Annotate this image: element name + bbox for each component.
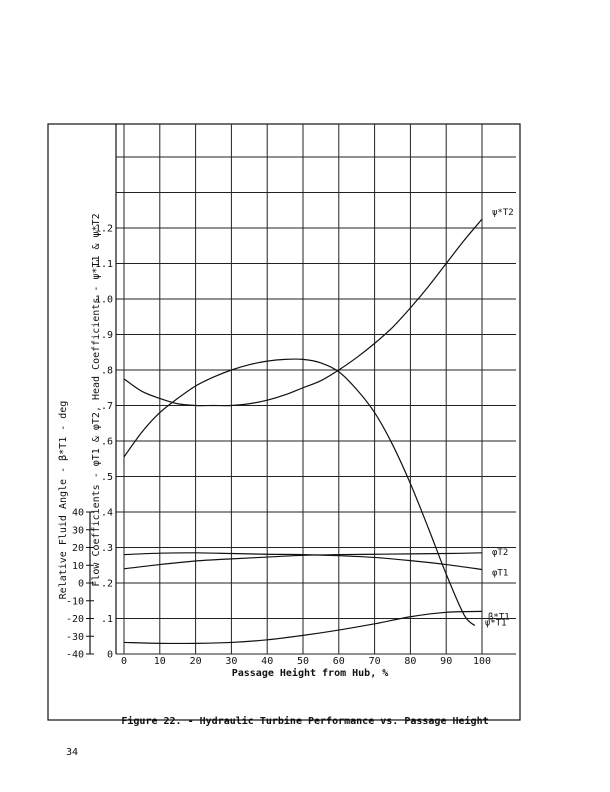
x-tick-label: 40 [261,656,273,667]
x-axis-label: Passage Height from Hub, % [232,667,389,679]
y-inner-tick-label: .1 [101,614,113,625]
y-outer-tick-label: -20 [66,614,84,625]
y-inner-tick-label: 1.0 [95,295,113,306]
x-tick-label: 10 [154,656,166,667]
x-tick-label: 20 [190,656,202,667]
y-inner-tick-label: 1.1 [95,259,113,270]
y-outer-tick-label: 0 [78,579,84,590]
y-inner-tick-label: .3 [101,543,113,554]
series-line [123,610,483,645]
y-inner-tick-label: .9 [101,330,113,341]
y-outer-tick-label: -10 [66,596,84,607]
y-outer-tick-label: 10 [72,561,84,572]
y-inner-tick-label: 0 [107,650,113,661]
x-tick-label: 50 [297,656,309,667]
y-inner-tick-label: 1.2 [95,224,113,235]
y-inner-tick-label: .6 [101,437,113,448]
y-outer-tick-label: 30 [72,525,84,536]
y-inner-axis-label: Flow Coefficients - φT1 & φT2, Head Coef… [91,213,102,586]
series-labels: ψ*T1 ψ*T2 φT2 φT1 β*T1 [485,208,514,628]
series-line [123,358,476,627]
series-line [123,218,483,407]
x-tick-label: 70 [369,656,381,667]
series-line [123,552,483,571]
y-inner-tick-label: .4 [101,508,113,519]
y-outer-tick-label: -30 [66,632,84,643]
series-label: β*T1 [488,612,510,622]
axes [86,124,117,655]
series-label: φT2 [492,548,508,558]
y-outer-tick-label: -40 [66,650,84,661]
x-tick-label: 60 [333,656,345,667]
y-inner-tick-label: .8 [101,366,113,377]
y-inner-tick-label: .2 [101,579,113,590]
series-label: ψ*T2 [492,208,514,218]
y-outer-axis-label: Relative Fluid Angle - β*T1 - deg [58,401,69,600]
series-label: φT1 [492,569,508,579]
series-label: ψ*T1 [485,619,507,629]
grid [116,124,516,655]
x-tick-label: 90 [440,656,452,667]
x-tick-label: 80 [404,656,416,667]
x-tick-label: 100 [473,656,491,667]
y-outer-tick-label: 40 [72,508,84,519]
x-tick-label: 0 [121,656,127,667]
y-inner-tick-label: .7 [101,401,113,412]
frame-border [47,123,521,721]
series-lines [123,218,483,645]
figure-caption: Figure 22. - Hydraulic Turbine Performan… [121,716,489,727]
x-tick-label: 30 [225,656,237,667]
tick-labels: 0 10 20 30 40 50 60 70 80 90 100 -40 -30 -20 -10 0 10 20 3… [66,224,491,668]
y-inner-tick-label: .5 [101,472,113,483]
y-outer-tick-label: 20 [72,543,84,554]
series-line [123,552,483,570]
page-number: 34 [66,747,79,758]
